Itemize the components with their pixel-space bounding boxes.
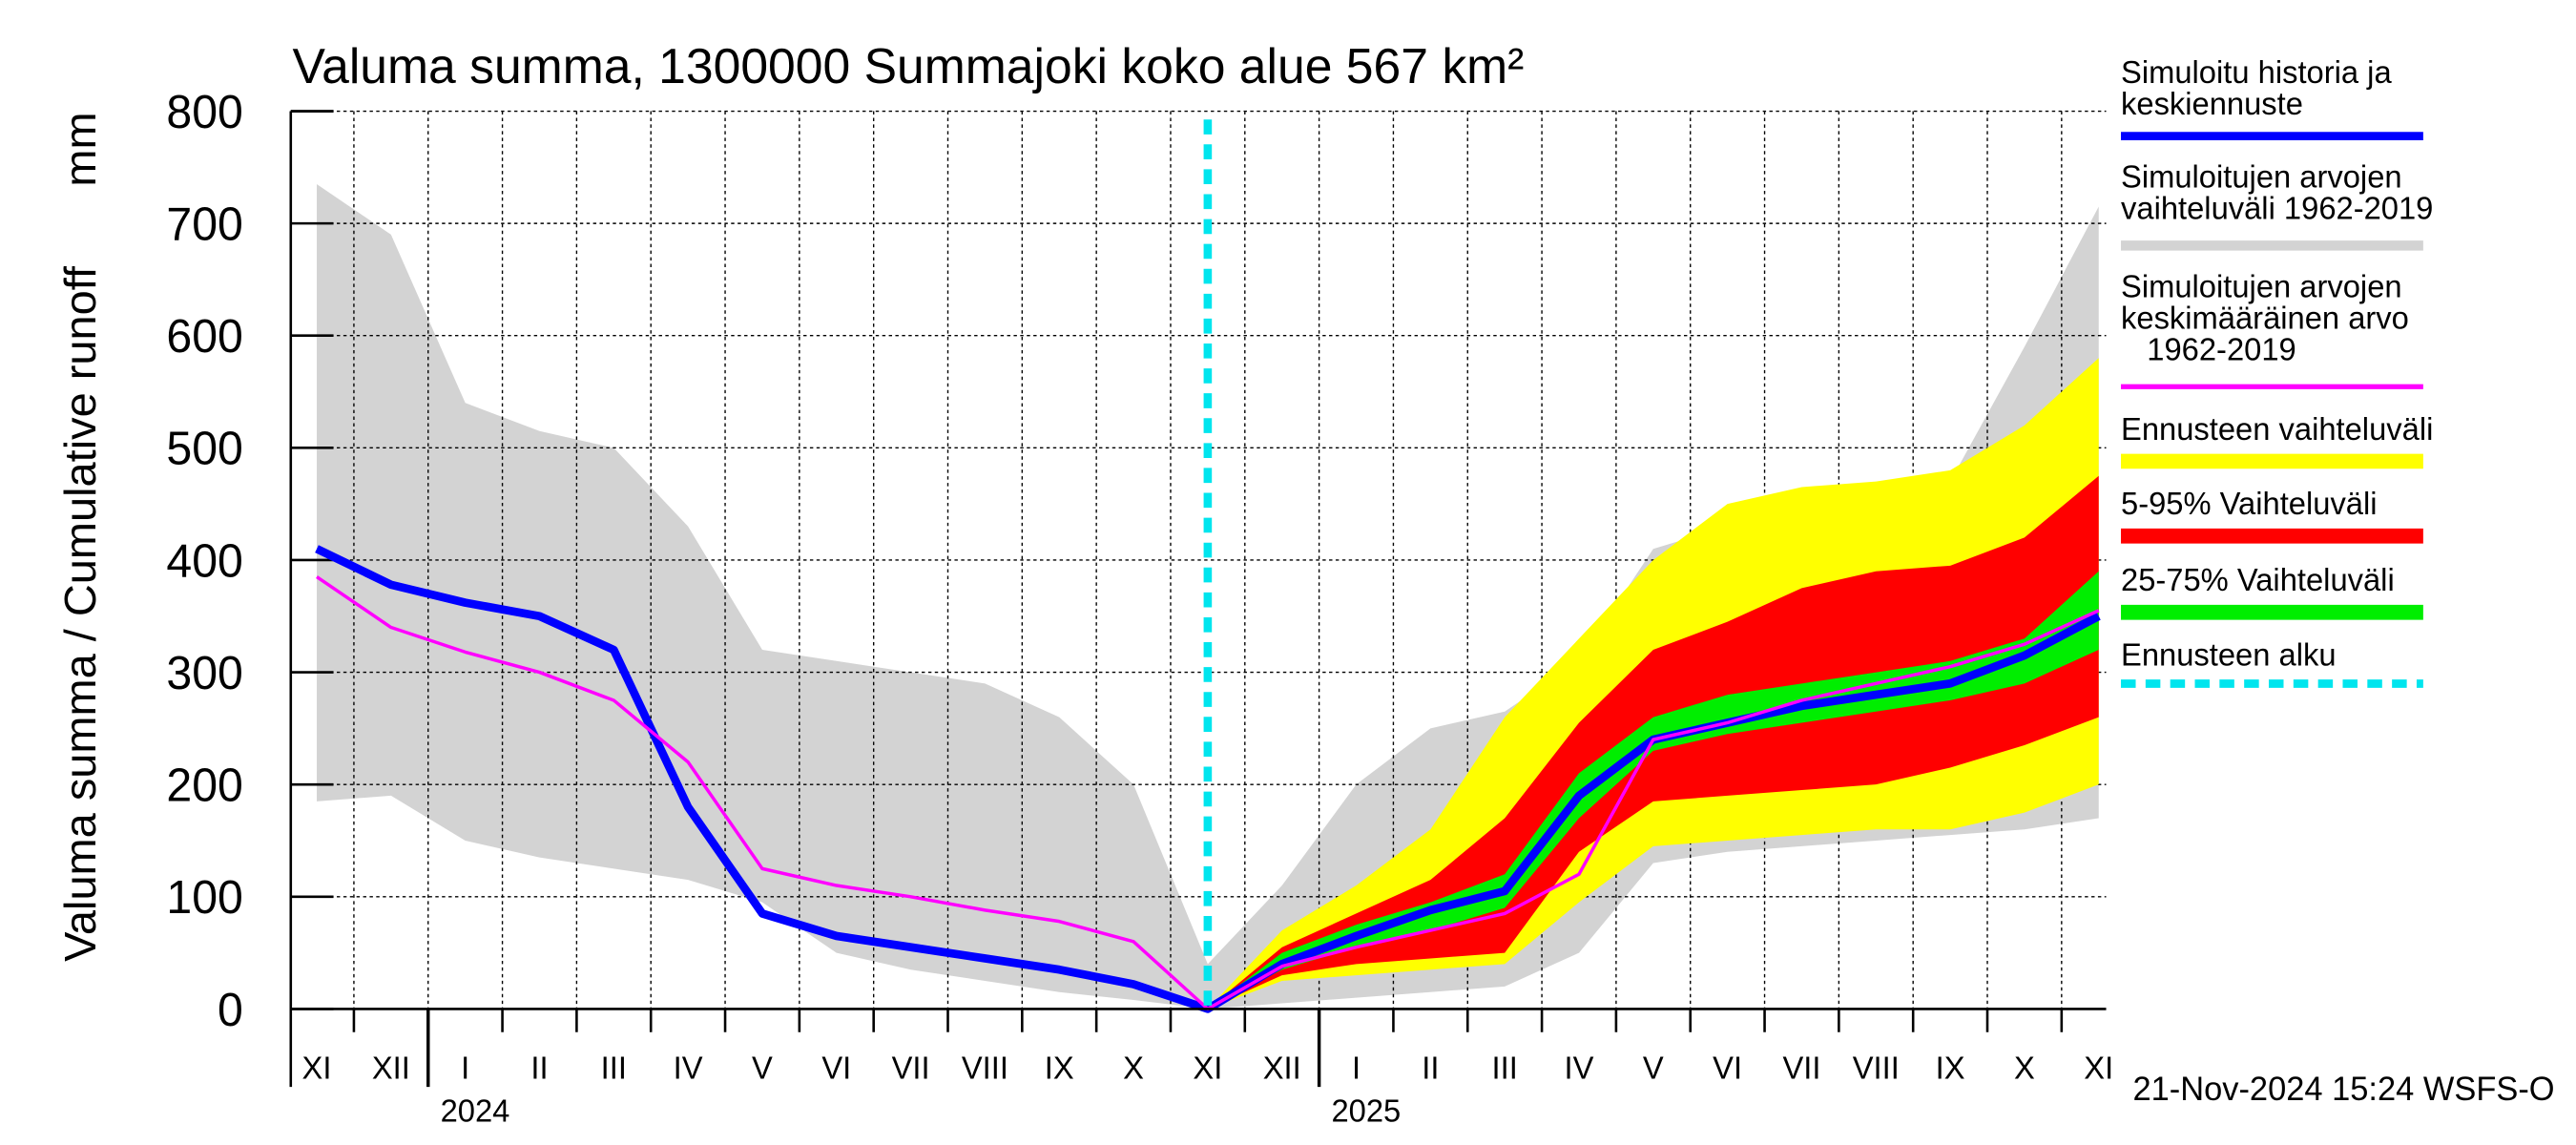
x-tick-label: XII — [1263, 1050, 1301, 1085]
x-tick-label: I — [1352, 1050, 1361, 1085]
legend-label: Ennusteen vaihteluväli — [2121, 411, 2433, 447]
y-tick-label: 500 — [166, 424, 242, 475]
x-tick-label: XII — [372, 1050, 410, 1085]
x-tick-label: IV — [674, 1050, 703, 1085]
y-axis-label: Valuma summa / Cumulative runoff — [55, 265, 105, 962]
range-band — [1207, 571, 2099, 1010]
x-tick-label: V — [1643, 1050, 1664, 1085]
y-tick-label: 200 — [166, 760, 242, 811]
x-tick-label: VIII — [1853, 1050, 1900, 1085]
y-tick-label: 800 — [166, 87, 242, 138]
x-tick-label: I — [461, 1050, 469, 1085]
x-tick-label: XI — [302, 1050, 332, 1085]
x-tick-label: II — [1422, 1050, 1439, 1085]
y-axis-unit: mm — [55, 112, 105, 186]
x-tick-label: III — [601, 1050, 627, 1085]
x-tick-label: II — [530, 1050, 548, 1085]
x-tick-label: XI — [2084, 1050, 2113, 1085]
legend-label: Simuloitujen arvojen keskimääräinen arvo … — [2121, 268, 2409, 366]
y-tick-label: 700 — [166, 198, 242, 250]
x-tick-label: VII — [1782, 1050, 1820, 1085]
x-tick-label: X — [2014, 1050, 2035, 1085]
x-tick-label: IX — [1936, 1050, 1965, 1085]
x-tick-label: VI — [1713, 1050, 1742, 1085]
year-label: 2025 — [1331, 1093, 1401, 1129]
x-tick-label: IX — [1045, 1050, 1074, 1085]
x-tick-label: VIII — [962, 1050, 1008, 1085]
y-tick-label: 400 — [166, 535, 242, 587]
y-tick-label: 100 — [166, 872, 242, 924]
y-tick-label: 300 — [166, 648, 242, 699]
legend-label: 5-95% Vaihteluväli — [2121, 486, 2378, 521]
y-tick-label: 600 — [166, 311, 242, 363]
year-label: 2024 — [441, 1093, 510, 1129]
legend-label: Simuloitujen arvojen vaihteluväli 1962-20… — [2121, 158, 2433, 225]
y-tick-label: 0 — [218, 985, 243, 1036]
legend-label: Ennusteen alku — [2121, 636, 2337, 672]
x-tick-label: III — [1492, 1050, 1518, 1085]
x-tick-label: IV — [1565, 1050, 1594, 1085]
x-tick-label: VII — [892, 1050, 930, 1085]
legend-label: Simuloitu historia ja keskiennuste — [2121, 54, 2392, 121]
footer: 21-Nov-2024 15:24 WSFS-O — [2132, 1072, 2554, 1108]
legend-label: 25-75% Vaihteluväli — [2121, 562, 2395, 597]
x-tick-label: XI — [1193, 1050, 1222, 1085]
x-tick-label: V — [752, 1050, 773, 1085]
x-tick-label: VI — [821, 1050, 851, 1085]
chart-title: Valuma summa, 1300000 Summajoki koko alu… — [293, 39, 1525, 94]
x-tick-label: X — [1123, 1050, 1144, 1085]
